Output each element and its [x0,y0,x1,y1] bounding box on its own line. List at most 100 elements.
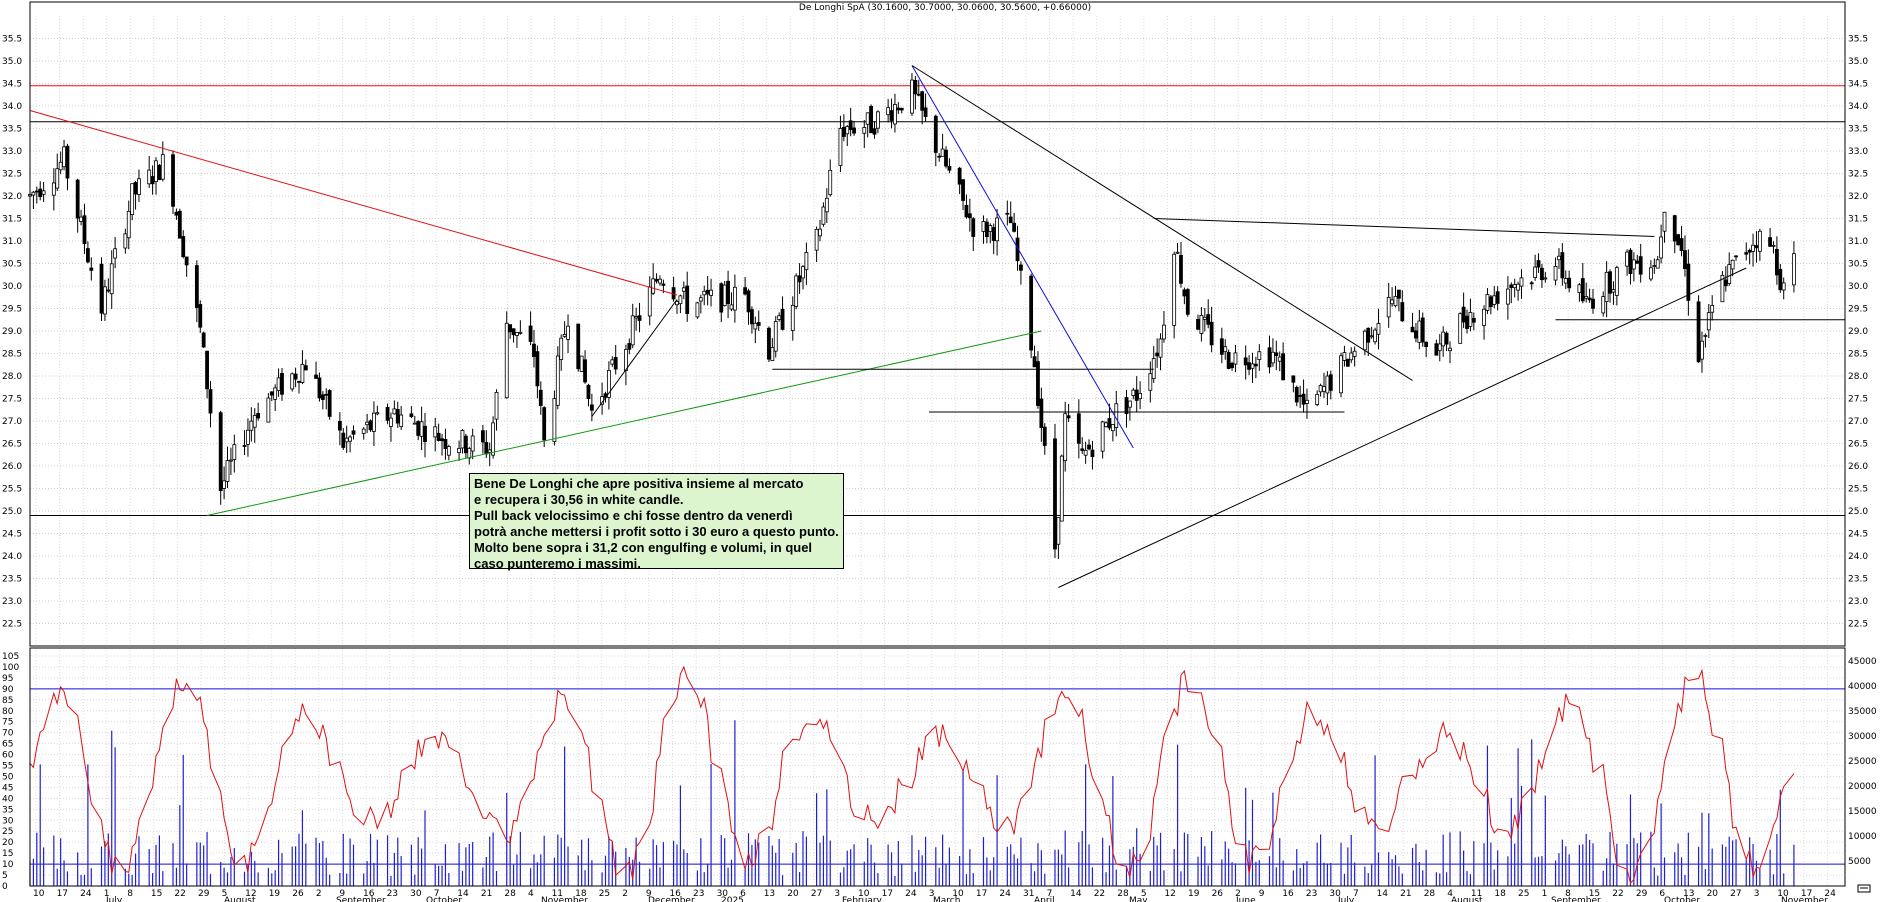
day-label: 19 [1188,889,1200,899]
price-tick-left: 24.0 [2,552,22,562]
candle-body [303,365,308,371]
candle-body [1175,251,1180,254]
candle-body [1206,314,1211,325]
price-tick-left: 32.0 [2,192,22,202]
candle-body [1083,449,1088,456]
month-label: March [933,896,960,902]
candle-body [1127,400,1132,408]
day-label: 8 [1565,889,1571,899]
candle-body [777,315,782,320]
candle-body [34,190,39,193]
candle-body [1209,321,1214,346]
candle-body [1373,329,1377,343]
price-tick-left: 32.5 [2,170,22,180]
oscillator-tick: 75 [2,718,13,728]
candle-body [1219,338,1224,355]
candle-body [1080,448,1085,451]
candle-body [1291,375,1296,383]
candle-body [624,349,628,371]
candle-body [1322,386,1326,392]
price-tick-right: 33.5 [1848,125,1868,135]
candle-body [1655,259,1660,269]
day-label: 10 [952,889,964,899]
day-label: 2 [622,889,628,899]
candle-body [770,347,775,361]
price-tick-right: 24.0 [1848,552,1868,562]
candle-body [1233,352,1238,365]
candle-body [201,332,206,348]
candle-body [586,384,591,399]
price-tick-left: 31.5 [2,215,22,225]
trendline [206,330,1042,516]
candle-body [1437,343,1442,352]
candle-body [746,290,751,313]
candle-body [1567,277,1572,289]
candle-body [269,391,274,396]
price-tick-left: 33.5 [2,125,22,135]
candle-body [252,415,257,428]
candle-body [222,480,226,489]
candle-body [794,275,799,307]
candle-body [470,435,475,452]
candle-body [654,278,659,282]
oscillator-tick: 40 [2,794,14,804]
candle-body [1635,260,1640,264]
month-label: September [336,896,386,902]
price-panel-frame [29,1,1846,647]
candle-body [1734,255,1738,258]
day-label: 15 [1589,889,1600,899]
candle-body [555,355,560,406]
candle-body [457,447,461,453]
candle-body [65,145,70,179]
candle-body [1505,288,1510,305]
day-label: 22 [1612,889,1623,899]
candle-body [256,412,261,419]
candle-body [1328,374,1333,391]
candle-body [916,93,921,96]
day-label: 29 [198,889,210,899]
candle-body [154,160,158,182]
month-label: June [1235,896,1256,902]
candle-body [484,442,489,455]
candle-body [756,322,761,326]
day-label: 22 [174,889,185,899]
price-tick-right: 23.0 [1848,597,1868,607]
price-tick-right: 31.5 [1848,215,1868,225]
candle-body [174,211,179,216]
candle-body [1533,266,1538,278]
price-tick-right: 30.5 [1848,260,1868,270]
price-tick-right: 28.5 [1848,350,1868,360]
candle-body [1414,330,1418,339]
candle-body [106,289,111,292]
candle-body [1301,393,1306,405]
price-tick-right: 26.5 [1848,440,1868,450]
candle-body [297,381,301,383]
candle-body [1397,289,1401,299]
candle-body [351,430,356,435]
candle-body [1063,413,1068,461]
candle-body [893,104,897,125]
day-label: 7 [434,889,440,899]
candle-body [1638,256,1643,275]
candle-body [1032,356,1037,368]
candle-body [1386,296,1391,318]
candle-body [1196,319,1200,330]
candle-body [361,428,366,434]
candle-body [583,359,587,383]
day-label: 21 [481,889,492,899]
candle-body [1587,297,1592,301]
candle-body [1584,295,1589,299]
candle-body [702,290,707,296]
candle-body [1294,387,1299,403]
volume-tick: 45000 [1848,657,1877,667]
candle-body [1253,363,1258,367]
candle-body [1243,357,1248,366]
price-tick-left: 26.5 [2,440,22,450]
day-label: 10 [33,889,45,899]
oscillator-gridlines [30,648,1845,887]
candle-body [896,107,901,111]
day-label: 14 [457,889,469,899]
candle-body [1158,338,1163,358]
price-tick-left: 35.5 [2,35,22,45]
candle-body [1059,455,1064,522]
